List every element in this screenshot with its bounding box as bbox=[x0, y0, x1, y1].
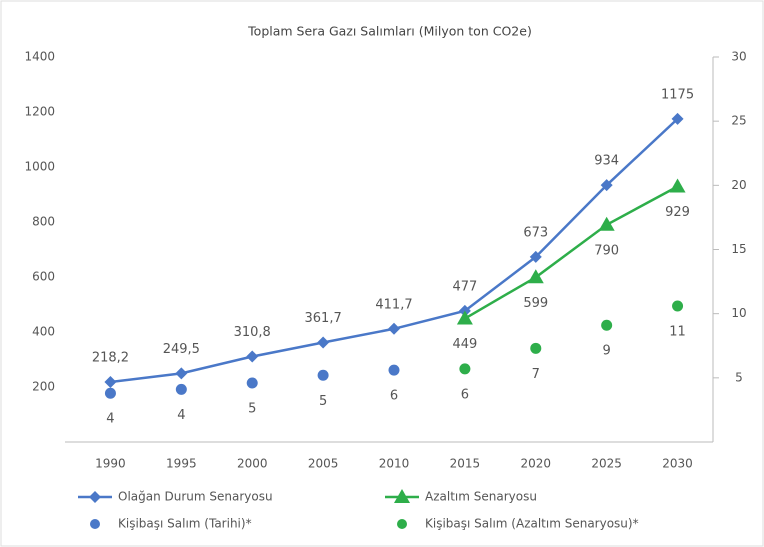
data-label: 673 bbox=[523, 225, 548, 240]
chart-title: Toplam Sera Gazı Salımları (Milyon ton C… bbox=[247, 24, 532, 39]
x-tick-label: 2020 bbox=[521, 457, 552, 471]
series-line bbox=[464, 185, 679, 320]
y2-tick-label: 15 bbox=[731, 242, 746, 256]
point bbox=[527, 269, 544, 284]
x-tick-label: 1990 bbox=[95, 457, 126, 471]
point bbox=[529, 250, 542, 263]
point bbox=[175, 367, 188, 380]
point bbox=[175, 383, 187, 395]
data-label: 411,7 bbox=[375, 297, 412, 312]
y2-tick-label: 20 bbox=[731, 178, 746, 192]
point bbox=[89, 491, 101, 503]
legend-marker bbox=[397, 519, 407, 529]
data-label: 4 bbox=[106, 412, 114, 427]
legend-label: Azaltım Senaryosu bbox=[425, 490, 537, 504]
point bbox=[669, 178, 686, 193]
data-label: 9 bbox=[603, 344, 611, 359]
data-label: 790 bbox=[594, 243, 619, 258]
y-tick-label: 600 bbox=[32, 270, 55, 284]
data-label: 1175 bbox=[661, 87, 694, 102]
y2-tick-label: 30 bbox=[731, 50, 746, 64]
y2-tick-label: 5 bbox=[735, 370, 743, 384]
data-label: 599 bbox=[523, 296, 548, 311]
point bbox=[601, 319, 613, 331]
y-tick-label: 400 bbox=[32, 325, 55, 339]
y-tick-label: 1200 bbox=[24, 105, 55, 119]
point bbox=[394, 489, 410, 503]
y2-tick-label: 10 bbox=[731, 306, 746, 320]
point bbox=[104, 387, 116, 399]
point bbox=[600, 179, 613, 192]
legend-label: Olağan Durum Senaryosu bbox=[118, 490, 273, 504]
point bbox=[530, 342, 542, 354]
data-label: 6 bbox=[390, 389, 398, 404]
data-label: 449 bbox=[452, 337, 477, 352]
legend-label: Kişibaşı Salım (Azaltım Senaryosu)* bbox=[425, 517, 639, 531]
data-label: 6 bbox=[461, 387, 469, 402]
point bbox=[598, 216, 615, 231]
data-label: 929 bbox=[665, 205, 690, 220]
data-label: 4 bbox=[177, 408, 185, 423]
data-label: 310,8 bbox=[234, 325, 271, 340]
x-tick-label: 2000 bbox=[237, 457, 268, 471]
y-tick-label: 200 bbox=[32, 380, 55, 394]
data-label: 5 bbox=[319, 394, 327, 409]
point bbox=[317, 369, 329, 381]
point bbox=[246, 350, 259, 363]
legend-label: Kişibaşı Salım (Tarihi)* bbox=[118, 517, 252, 531]
x-tick-label: 2030 bbox=[662, 457, 693, 471]
data-label: 218,2 bbox=[92, 350, 129, 365]
point bbox=[671, 112, 684, 125]
point bbox=[388, 364, 400, 376]
x-tick-label: 2005 bbox=[308, 457, 339, 471]
point bbox=[317, 336, 330, 349]
x-tick-label: 2025 bbox=[591, 457, 622, 471]
data-label: 249,5 bbox=[163, 342, 200, 357]
y-tick-label: 1000 bbox=[24, 160, 55, 174]
point bbox=[672, 300, 684, 312]
point bbox=[246, 377, 258, 389]
data-label: 11 bbox=[669, 324, 686, 339]
x-tick-label: 1995 bbox=[166, 457, 197, 471]
x-tick-label: 2010 bbox=[379, 457, 410, 471]
y-tick-label: 1400 bbox=[24, 50, 55, 64]
y-tick-label: 800 bbox=[32, 215, 55, 229]
data-label: 7 bbox=[532, 367, 540, 382]
point bbox=[104, 375, 117, 388]
data-label: 477 bbox=[452, 279, 477, 294]
data-label: 361,7 bbox=[305, 311, 342, 326]
legend-marker bbox=[90, 519, 100, 529]
data-label: 934 bbox=[594, 154, 619, 169]
data-label: 5 bbox=[248, 401, 256, 416]
point bbox=[456, 310, 473, 325]
point bbox=[388, 322, 400, 335]
point bbox=[459, 363, 471, 375]
x-tick-label: 2015 bbox=[450, 457, 481, 471]
y2-tick-label: 25 bbox=[731, 114, 746, 128]
